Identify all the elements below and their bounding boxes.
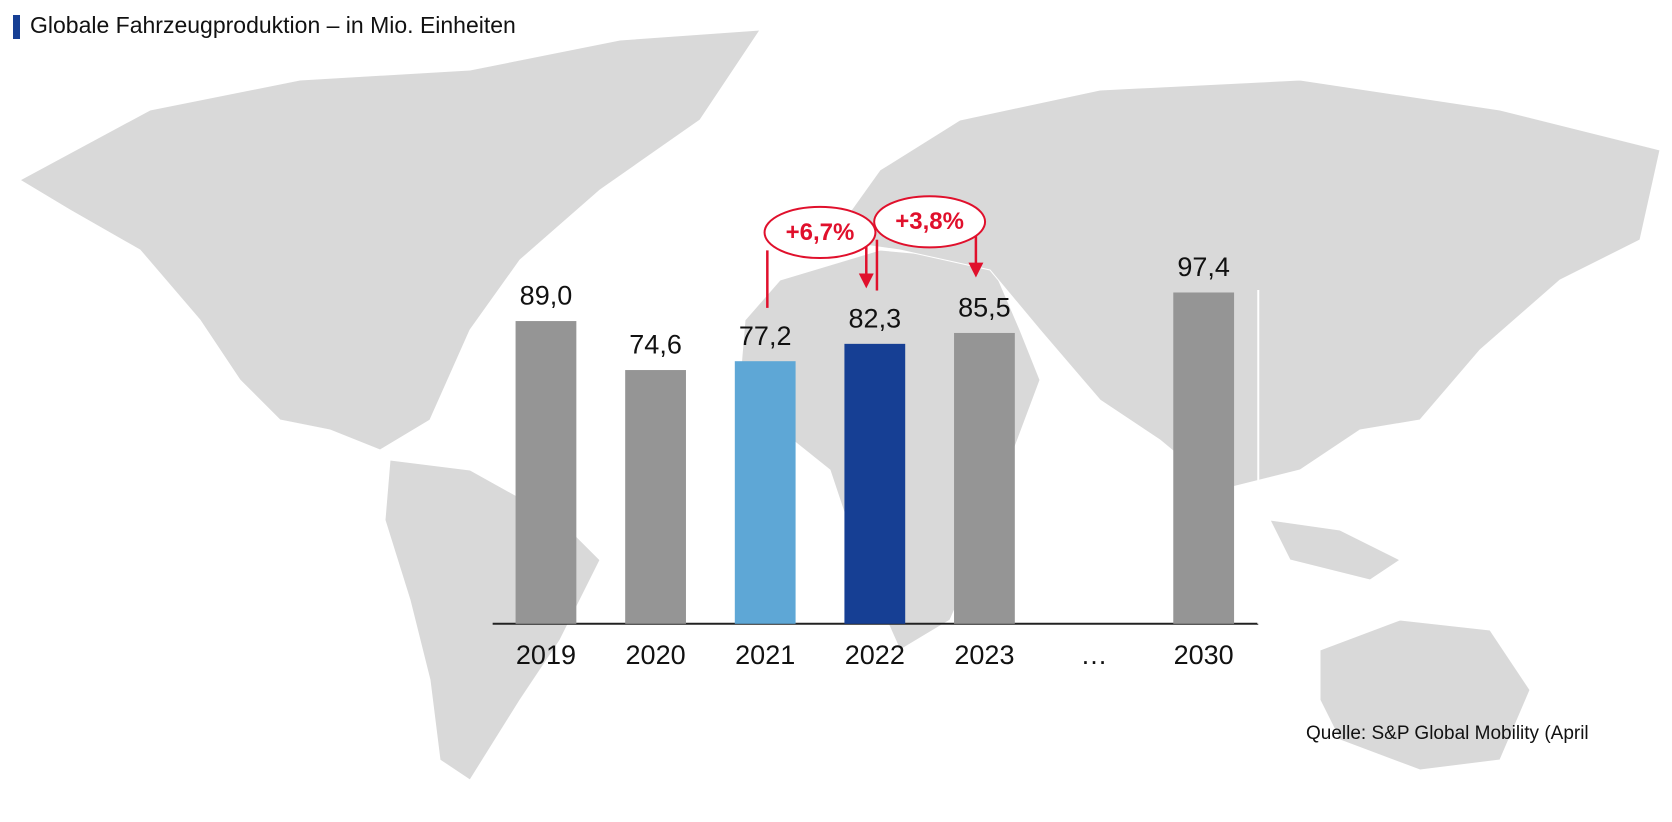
bar: [954, 332, 1015, 624]
chart-title: Globale Fahrzeugproduktion – in Mio. Ein…: [30, 12, 516, 38]
x-tick-label: 2030: [1174, 640, 1234, 670]
data-label: 97,4: [1177, 252, 1230, 282]
annotation-bubble: [763, 205, 877, 260]
source-note: Quelle: S&P Global Mobility (April: [1306, 723, 1589, 744]
x-tick-label: 2022: [845, 640, 905, 670]
x-tick-label: 2020: [626, 640, 686, 670]
annotation-text: +3,8%: [895, 208, 964, 235]
data-label: 85,5: [958, 293, 1011, 323]
data-label: 82,3: [849, 304, 902, 334]
bar: [1173, 292, 1235, 624]
bar: [515, 321, 577, 624]
x-tick-label: 2021: [735, 640, 795, 670]
bar: [734, 361, 796, 624]
data-label: 74,6: [629, 330, 682, 360]
x-tick-label: 2023: [954, 640, 1014, 670]
world-map: [18, 29, 1661, 781]
data-label: 89,0: [520, 281, 573, 311]
x-tick-label: 2019: [516, 640, 576, 670]
bar: [844, 343, 906, 624]
x-tick-label: …: [1081, 640, 1108, 670]
title-marker: [13, 15, 20, 39]
arrow-head: [858, 273, 874, 289]
data-label: 77,2: [739, 321, 792, 351]
arrow-head: [968, 262, 984, 278]
annotation-bubble: [873, 195, 987, 249]
bar: [625, 370, 686, 624]
annotation-text: +6,7%: [786, 219, 855, 246]
